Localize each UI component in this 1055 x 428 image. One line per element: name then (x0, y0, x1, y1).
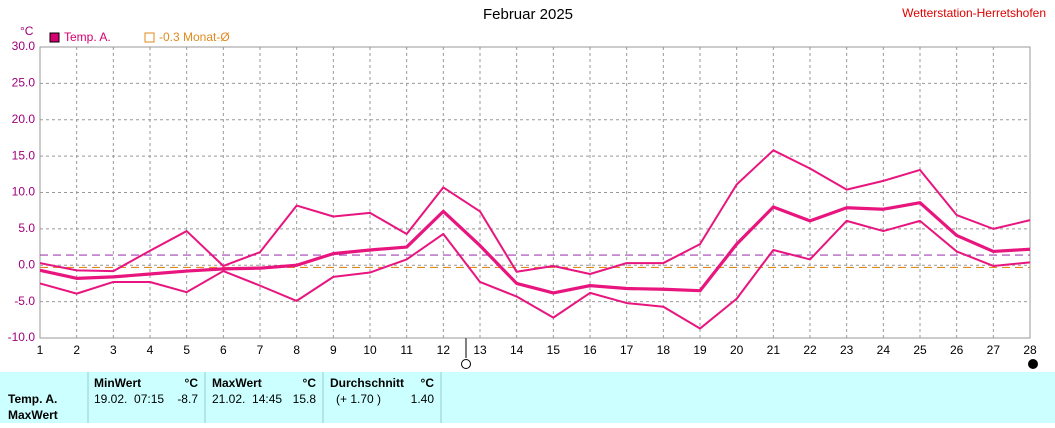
x-tick-label: 22 (803, 343, 817, 357)
unit: °C (20, 24, 34, 38)
moon-icon (461, 359, 471, 369)
x-tick-label: 15 (547, 343, 561, 357)
y-tick-label: -5.0 (14, 294, 35, 308)
y-tick-label: -10.0 (8, 330, 36, 344)
legend-label: -0.3 Monat-Ø (159, 30, 230, 44)
x-tick-label: 18 (657, 343, 671, 357)
legend-swatch (144, 32, 155, 43)
table-header: Durchschnitt (330, 376, 404, 390)
table-header: MinWert (94, 376, 141, 390)
table-unit: °C (421, 376, 435, 390)
x-tick-label: 17 (620, 343, 634, 357)
x-tick-label: 14 (510, 343, 524, 357)
y-tick-label: 20.0 (12, 112, 36, 126)
x-tick-label: 8 (293, 343, 300, 357)
station: Wetterstation-Herretshofen (902, 6, 1046, 20)
y-tick-label: 30.0 (12, 39, 36, 53)
x-tick-label: 2 (73, 343, 80, 357)
table-value: 15.8 (293, 392, 317, 406)
table-lines (87, 372, 442, 423)
x-tick-label: 12 (437, 343, 451, 357)
table-value: -8.7 (177, 392, 198, 406)
row-label: Temp. A. (8, 392, 57, 406)
x-tick-label: 10 (363, 343, 377, 357)
x-tick-label: 20 (730, 343, 744, 357)
y-tick-label: 0.0 (18, 257, 35, 271)
table-when: 21.02. 14:45 (212, 392, 282, 406)
x-tick-label: 5 (183, 343, 190, 357)
x-tick-label: 27 (987, 343, 1001, 357)
y-tick-label: 25.0 (12, 76, 36, 90)
y-tick-label: 10.0 (12, 185, 36, 199)
table-unit: °C (185, 376, 199, 390)
x-tick-label: 23 (840, 343, 854, 357)
table-unit: °C (303, 376, 317, 390)
x-tick-label: 24 (877, 343, 891, 357)
x-tick-label: 6 (220, 343, 227, 357)
table-value: 1.40 (411, 392, 435, 406)
x-tick-label: 11 (400, 343, 413, 357)
moon-icon (1028, 359, 1038, 369)
x-tick-label: 4 (147, 343, 154, 357)
y-tick-label: 15.0 (12, 148, 36, 162)
temp-line (39, 149, 1031, 275)
legend-swatch (49, 32, 60, 43)
legend-label: Temp. A. (64, 30, 111, 44)
temp-line (39, 219, 1031, 330)
x-tick-label: 25 (913, 343, 927, 357)
x-tick-label: 19 (693, 343, 707, 357)
x-tick-label: 9 (330, 343, 337, 357)
x-tick-label: 1 (37, 343, 44, 357)
temp-line (39, 201, 1031, 295)
x-tick-label: 28 (1023, 343, 1037, 357)
table-when: (+ 1.70 ) (336, 392, 381, 406)
x-tick-label: 7 (257, 343, 264, 357)
y-tick-label: 5.0 (18, 221, 35, 235)
table-header: MaxWert (212, 376, 262, 390)
x-tick-label: 3 (110, 343, 117, 357)
x-tick-label: 13 (473, 343, 487, 357)
x-tick-label: 21 (767, 343, 781, 357)
chart-title: Februar 2025 (483, 6, 573, 23)
table-when: 19.02. 07:15 (94, 392, 164, 406)
x-tick-label: 16 (583, 343, 597, 357)
row-label: MaxWert (8, 408, 58, 422)
x-tick-label: 26 (950, 343, 964, 357)
table-bg (0, 372, 1055, 423)
